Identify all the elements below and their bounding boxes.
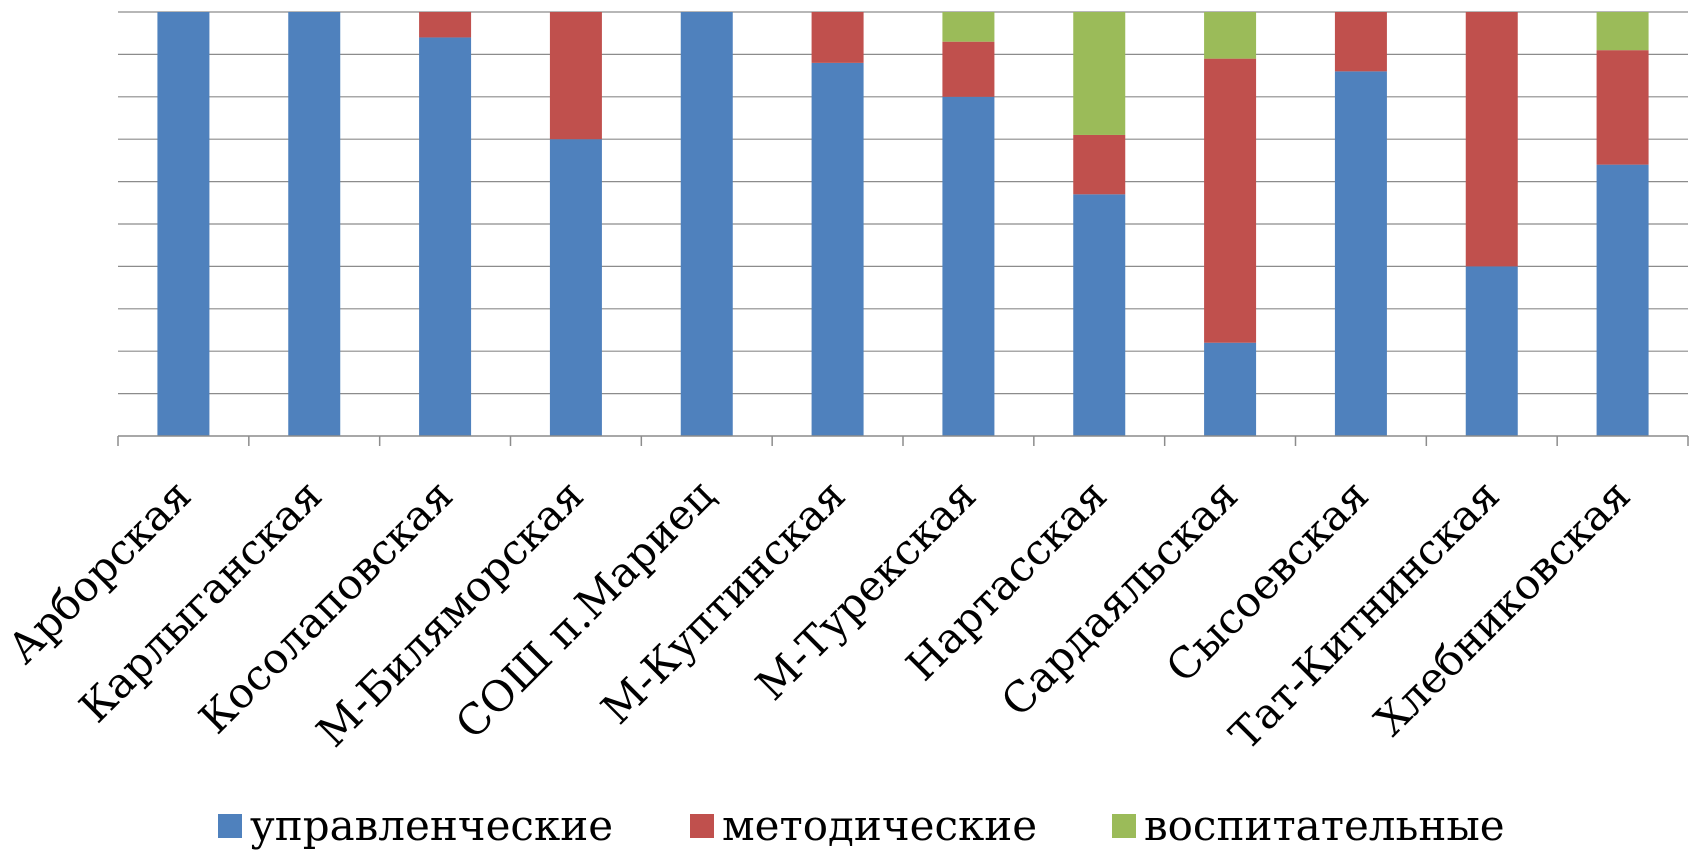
x-tick-labels: АрборскаяКарлыганскаяКосолаповскаяМ-Биля… [0,470,1640,759]
bar-segment-1-11 [1465,266,1518,436]
bar-segment-2-12 [1596,50,1649,165]
legend-label: управленческие [250,801,613,850]
legend: управленческие методические воспитательные [218,801,1505,850]
x-tick-label: М-Куптинская [592,470,855,733]
legend-swatch [1112,814,1136,838]
bar-segment-2-4 [549,12,602,140]
x-tick-label: Карлыганская [70,470,332,732]
bar-segment-1-2 [288,12,341,436]
legend-label: методические [722,801,1037,850]
bar-segment-1-12 [1596,164,1649,436]
bar-segment-1-3 [419,37,472,436]
bar-segment-1-7 [942,96,995,437]
x-tick-label: Сардаяльская [992,470,1247,725]
bar-segment-3-7 [942,12,995,42]
bars [157,12,1649,437]
bar-segment-1-9 [1204,342,1257,436]
bar-segment-2-9 [1204,58,1257,343]
bar-segment-1-6 [811,62,864,436]
bar-segment-3-12 [1596,12,1649,51]
bar-segment-1-8 [1073,194,1126,436]
bar-segment-2-8 [1073,134,1126,195]
bar-segment-2-11 [1465,12,1518,267]
legend-swatch [690,814,714,838]
bar-segment-1-5 [680,12,733,436]
gridlines [118,11,1688,395]
legend-swatch [218,814,242,838]
bar-segment-3-8 [1073,12,1126,135]
bar-segment-2-6 [811,12,864,63]
bar-segment-2-10 [1334,12,1387,72]
bar-segment-1-1 [157,12,210,436]
x-axis [117,435,1689,446]
x-tick-label: М-Турекская [746,470,985,709]
x-tick-label: Хлебниковская [1365,470,1640,745]
bar-segment-1-4 [549,139,602,436]
bar-segment-1-10 [1334,71,1387,437]
legend-label: воспитательные [1144,801,1505,850]
bar-segment-2-7 [942,41,995,97]
bar-segment-3-9 [1204,12,1257,59]
bar-segment-2-3 [419,12,472,38]
